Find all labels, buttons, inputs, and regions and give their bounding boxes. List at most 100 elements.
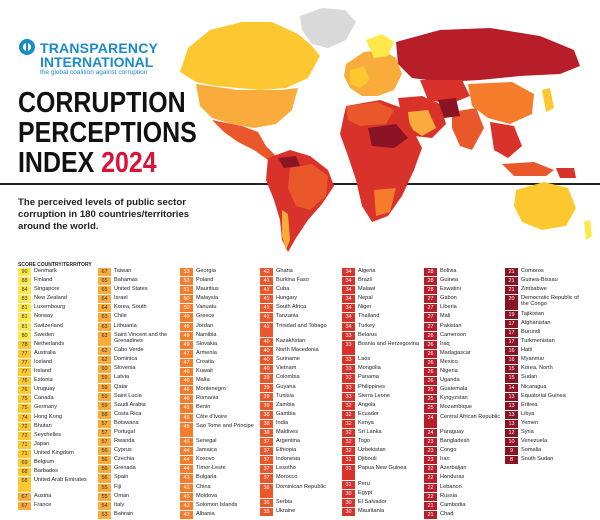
list-item: 76 Estonia: [18, 377, 100, 386]
score-badge: 23: [424, 447, 437, 456]
country-name: Spain: [114, 474, 129, 481]
score-badge: 28: [424, 277, 437, 286]
score-badge: 55: [98, 492, 111, 501]
list-item: 30 El Salvador: [342, 499, 424, 508]
score-badge: 26: [424, 331, 437, 340]
score-badge: 69: [18, 458, 31, 468]
country-name: Ghana: [276, 268, 293, 274]
list-item: 33 Belarus: [342, 331, 424, 341]
score-badge: 22: [424, 492, 437, 501]
list-item: 17 Burundi: [505, 328, 587, 338]
score-badge: 21: [505, 286, 518, 295]
score-badge: 23: [424, 438, 437, 447]
list-item: 33 Philippines: [342, 383, 424, 393]
list-item: 34 Algeria: [342, 268, 424, 277]
world-map: [180, 8, 592, 252]
list-item: 44 Jamaica: [180, 447, 262, 456]
chile-uruguay: [282, 210, 290, 250]
country-name: Seychelles: [34, 431, 62, 438]
list-item: 41 Cuba: [260, 286, 342, 295]
country-name: Mauritania: [358, 508, 385, 515]
score-badge: 34: [342, 286, 355, 295]
score-badge: 33: [342, 331, 355, 340]
list-item: 37 Morocco: [260, 474, 342, 483]
list-item: 72 Seychelles: [18, 431, 100, 441]
country-name: Mali: [440, 313, 451, 320]
transparency-international-logo: TRANSPARENCY INTERNATIONAL the global co…: [18, 38, 168, 78]
list-item: 31 Papua New Guinea: [342, 465, 424, 481]
list-item: 40 Suriname: [260, 356, 342, 365]
score-badge: 67: [98, 268, 111, 277]
score-badge: 47: [180, 358, 193, 368]
country-name: New Zealand: [34, 295, 67, 302]
score-badge: 35: [260, 508, 273, 517]
score-badge: 67: [18, 492, 31, 501]
description: The perceived levels of public sector co…: [18, 197, 190, 232]
list-item: 13 Libya: [505, 410, 587, 420]
japan-korea: [542, 88, 554, 112]
score-badge: 41: [260, 277, 273, 286]
list-item: 34 Nepal: [342, 295, 424, 304]
score-badge: 63: [98, 313, 111, 322]
score-badge: 57: [98, 438, 111, 447]
list-item: 16 Myanmar: [505, 356, 587, 365]
score-badge: 43: [180, 483, 193, 492]
country-name: Malta: [196, 377, 210, 384]
list-item: 21 Guinea-Bissau: [505, 277, 587, 286]
score-badge: 16: [505, 356, 518, 365]
country-name: Cyprus: [114, 447, 132, 454]
score-badge: 62: [98, 347, 111, 356]
score-badge: 28: [424, 286, 437, 295]
list-item: 34 Thailand: [342, 313, 424, 322]
score-badge: 32: [342, 401, 355, 410]
new-zealand: [584, 220, 592, 240]
list-item: 37 Lesotho: [260, 465, 342, 474]
country-name: Finland: [34, 277, 53, 284]
list-item: 31 Peru: [342, 480, 424, 490]
score-badge: 34: [342, 313, 355, 322]
list-item: 47 Armenia: [180, 349, 262, 359]
canada: [180, 22, 320, 90]
country-name: Thailand: [358, 313, 380, 320]
score-badge: 13: [505, 410, 518, 419]
list-item: 67 Austria: [18, 492, 100, 502]
list-item: 42 Ghana: [260, 268, 342, 277]
score-column-5: 34 Algeria 34 Brazil 34 Malawi 34 Nepal 34 Niger 3…: [342, 268, 424, 517]
score-badge: 13: [505, 419, 518, 428]
list-item: 15 Korea, North: [505, 365, 587, 374]
list-item: 72 Bhutan: [18, 422, 100, 432]
list-item: 20 Democratic Republic of the Congo: [505, 295, 587, 311]
country-name: Syria: [521, 429, 534, 435]
country-name: Moldova: [196, 492, 218, 499]
score-badge: 67: [18, 501, 31, 510]
score-column-3: 53 Georgia 53 Poland 51 Mauritius 50 Malaysia 50…: [180, 268, 262, 520]
list-item: 34 Turkey: [342, 322, 424, 332]
score-badge: 59: [98, 401, 111, 410]
country-name: Brazil: [358, 277, 372, 284]
list-item: 56 Cyprus: [98, 447, 180, 456]
country-name: Liberia: [440, 304, 457, 311]
list-item: 50 Vanuatu: [180, 304, 262, 313]
country-name: Burundi: [521, 328, 541, 335]
country-name: Solomon Islands: [196, 501, 238, 508]
score-badge: 56: [98, 465, 111, 474]
score-badge: 30: [342, 508, 355, 517]
country-name: Botswana: [114, 419, 139, 426]
list-item: 22 Lebanon: [424, 483, 506, 493]
list-item: 57 Rwanda: [98, 438, 180, 447]
score-badge: 34: [342, 277, 355, 286]
list-item: 68 Barbados: [18, 468, 100, 477]
country-name: Lithuania: [114, 322, 137, 329]
country-name: Cuba: [276, 286, 290, 293]
list-item: 51 Mauritius: [180, 286, 262, 295]
country-name: Vanuatu: [196, 304, 217, 311]
title-index: INDEX: [18, 147, 95, 179]
country-name: Timor-Leste: [196, 465, 226, 472]
country-name: Tunisia: [276, 392, 294, 399]
list-item: 32 Uzbekistan: [342, 447, 424, 456]
country-name: North Macedonia: [276, 347, 319, 354]
list-item: 38 Maldives: [260, 429, 342, 438]
list-item: 36 Dominican Republic: [260, 483, 342, 500]
country-name: China: [196, 483, 211, 490]
list-item: 38 India: [260, 419, 342, 429]
